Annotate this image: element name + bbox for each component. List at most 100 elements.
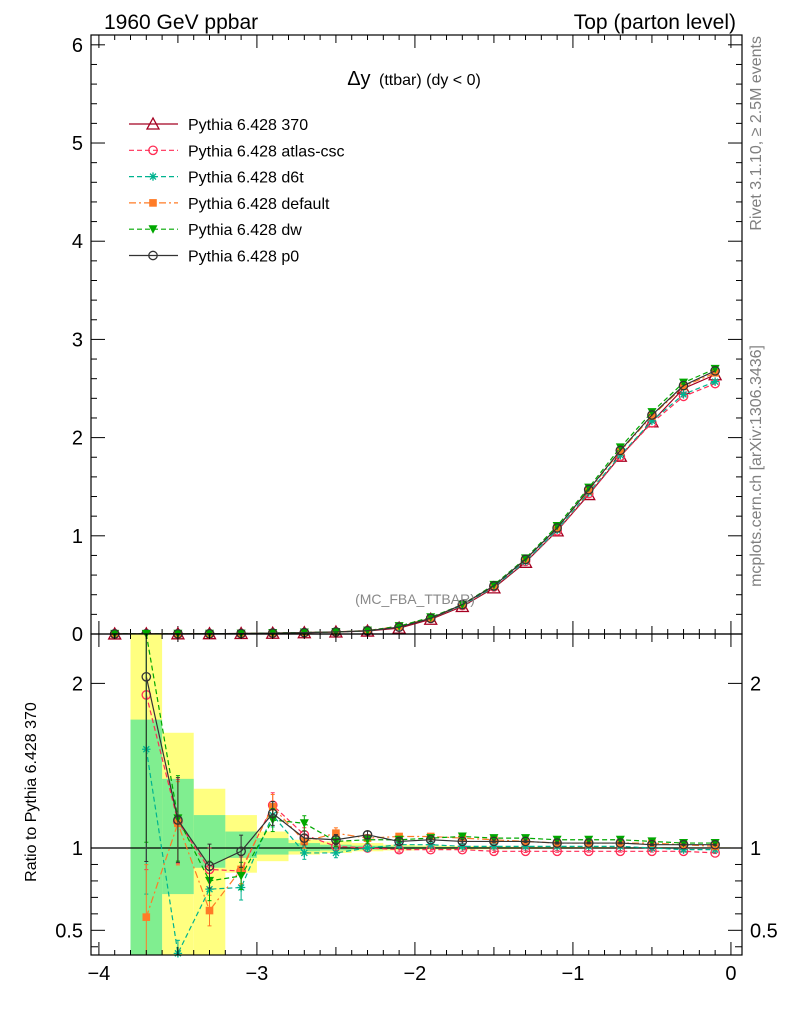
ratio-y-tick-label: 0.5	[55, 920, 83, 942]
data-point	[615, 445, 626, 456]
y-tick-label: 0	[72, 624, 83, 646]
data-point	[426, 613, 436, 622]
ratio-data-point	[394, 840, 404, 849]
ratio-data-point	[458, 842, 467, 851]
ratio-series-pythia-6-428-p0	[141, 633, 720, 889]
legend-marker	[145, 116, 161, 130]
x-tick-label: −3	[246, 963, 269, 985]
ratio-plot-area: 0.5 0.5 1 1 2 2 −4 −3 −2 −1 0	[55, 630, 778, 985]
x-tick-label: 0	[725, 963, 736, 985]
data-point	[394, 622, 404, 632]
x-tick-label: −4	[87, 963, 110, 985]
ratio-y-tick-label: 2	[72, 673, 83, 695]
plot-title-sub: (ttbar) (dy < 0)	[379, 72, 481, 89]
ratio-data-point	[489, 842, 499, 851]
legend-label: Pythia 6.428 dw	[188, 222, 302, 239]
data-point	[583, 484, 594, 495]
data-point	[552, 523, 562, 533]
ratio-data-point	[299, 819, 309, 828]
ratio-data-point	[615, 838, 626, 848]
ratio-y-tick-label-right: 1	[750, 838, 761, 860]
data-point	[647, 408, 657, 417]
ratio-data-point	[647, 843, 657, 853]
legend-label: Pythia 6.428 d6t	[188, 170, 304, 187]
ratio-data-point	[204, 861, 215, 871]
ratio-data-point	[142, 913, 151, 921]
header-right: Top (parton level)	[574, 11, 736, 34]
legend-label: Pythia 6.428 atlas-csc	[188, 143, 345, 160]
y-tick-label: 5	[72, 133, 83, 155]
data-point	[616, 451, 625, 460]
data-point	[425, 613, 436, 624]
legend-marker	[148, 225, 158, 234]
rivet-version-label: Rivet 3.1.10, ≥ 2.5M events	[748, 36, 765, 231]
ratio-y-tick-label-right: 0.5	[750, 920, 778, 942]
legend-item: Pythia 6.428 atlas-csc	[129, 143, 345, 160]
data-point	[489, 581, 499, 591]
ratio-panel: 0.5 0.5 1 1 2 2 −4 −3 −2 −1 0 Ratio to Pythia 6.42…	[23, 630, 778, 985]
data-point	[615, 443, 625, 452]
legend-label: Pythia 6.428 p0	[188, 249, 299, 266]
legend: Pythia 6.428 370 Pythia 6.428 atlas-csc Py…	[129, 116, 345, 266]
ratio-data-point	[394, 836, 404, 847]
data-point	[710, 365, 720, 376]
ratio-data-point	[678, 839, 689, 850]
ratio-data-point	[552, 838, 562, 848]
ratio-y-axis-label: Ratio to Pythia 6.428 370	[23, 702, 40, 882]
plot-title-main: Δy	[347, 68, 370, 90]
ratio-data-point	[521, 834, 531, 843]
y-tick-label: 3	[72, 329, 83, 351]
legend-marker	[148, 145, 158, 156]
ratio-data-point	[425, 834, 436, 845]
data-point	[647, 416, 657, 426]
plot-title: Δy (ttbar) (dy < 0)	[347, 68, 481, 90]
ratio-plot-frame	[90, 633, 743, 956]
data-point	[647, 410, 657, 420]
analysis-watermark: (MC_FBA_TTBAR)	[355, 591, 475, 607]
ratio-data-point	[267, 808, 278, 819]
mcplots-label: mcplots.cern.ch [arXiv:1306.3436]	[748, 345, 765, 587]
ratio-data-point	[141, 671, 152, 682]
x-tick-label: −2	[404, 963, 427, 985]
legend-item: Pythia 6.428 dw	[129, 222, 302, 239]
ratio-data-point	[520, 836, 531, 847]
y-tick-label: 1	[72, 526, 83, 548]
legend-marker	[149, 199, 157, 207]
ratio-data-point	[362, 829, 373, 840]
y-tick-label: 4	[72, 231, 83, 253]
legend-label: Pythia 6.428 default	[188, 196, 330, 213]
ratio-data-point	[332, 829, 340, 837]
ratio-data-point	[489, 834, 499, 843]
data-point	[679, 390, 688, 399]
data-point	[678, 380, 689, 391]
ratio-data-point	[236, 846, 246, 857]
ratio-data-point	[299, 833, 310, 843]
ratio-data-point	[489, 836, 499, 847]
header-left: 1960 GeV ppbar	[104, 11, 258, 34]
ratio-data-point	[521, 842, 530, 851]
data-point	[394, 622, 404, 631]
ratio-data-point	[679, 845, 688, 854]
ratio-data-point	[173, 815, 183, 825]
legend-marker	[148, 250, 158, 261]
data-point	[520, 554, 531, 565]
uncertainty-band-green	[256, 838, 289, 855]
ratio-data-point	[615, 835, 625, 845]
ratio-data-point	[363, 843, 372, 853]
legend-marker	[148, 172, 158, 181]
legend-label: Pythia 6.428 370	[188, 117, 308, 134]
ratio-data-point	[583, 838, 594, 848]
legend-item: Pythia 6.428 370	[129, 116, 308, 134]
ratio-data-point	[457, 836, 468, 847]
ratio-data-point	[584, 835, 594, 845]
y-tick-label: 6	[72, 35, 83, 57]
ratio-data-point	[331, 834, 341, 845]
ratio-data-point	[552, 835, 562, 845]
ratio-data-point	[236, 871, 246, 881]
ratio-y-tick-label: 1	[72, 838, 83, 860]
ratio-data-point	[647, 839, 657, 850]
ratio-data-point	[205, 906, 214, 915]
legend-item: Pythia 6.428 p0	[129, 249, 299, 266]
y-tick-label: 2	[72, 428, 83, 450]
